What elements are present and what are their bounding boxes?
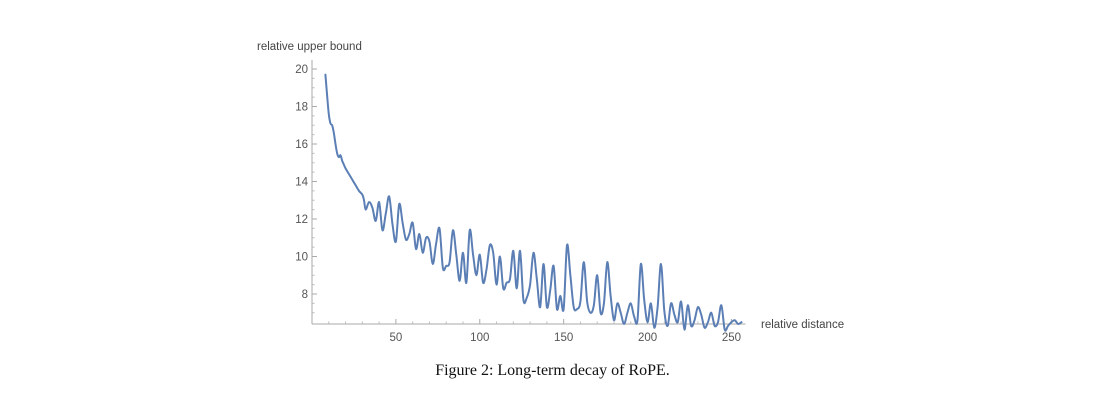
y-tick-label: 10 [295, 252, 308, 264]
x-tick-label: 200 [638, 332, 657, 344]
x-tick-label: 50 [389, 332, 402, 344]
x-tick-label: 250 [722, 332, 741, 344]
y-ticks: 8 10 12 14 16 18 20 [295, 64, 317, 301]
x-tick-label: 150 [554, 332, 573, 344]
y-tick-label: 14 [295, 177, 308, 189]
x-tick-label: 100 [470, 332, 489, 344]
minor-ticks [312, 77, 716, 324]
x-ticks: 50 100 150 200 250 [389, 319, 741, 344]
y-axis-title: relative upper bound [257, 41, 362, 53]
y-tick-label: 12 [295, 214, 308, 226]
axes [311, 60, 746, 325]
figure-caption: Figure 2: Long-term decay of RoPE. [435, 362, 670, 379]
x-axis-title: relative distance [761, 319, 844, 331]
y-tick-label: 20 [295, 64, 308, 76]
y-tick-label: 18 [295, 102, 308, 114]
series-line [324, 73, 743, 332]
y-tick-label: 8 [302, 289, 308, 301]
y-tick-label: 16 [295, 139, 308, 151]
decay-chart: 8 10 12 14 16 18 20 50 100 150 200 250 relative up… [257, 41, 844, 344]
